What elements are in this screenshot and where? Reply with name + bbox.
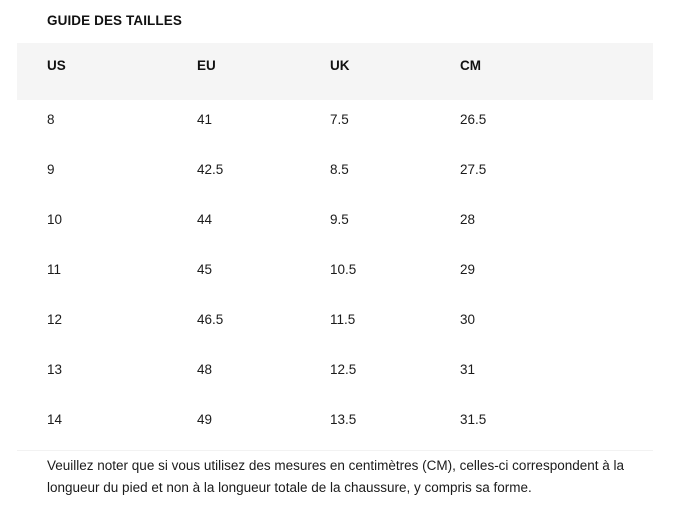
size-cell-uk: 11.5: [330, 312, 356, 327]
size-cell-uk: 9.5: [330, 212, 349, 227]
size-cell-cm: 29: [460, 262, 476, 277]
size-cell-us: 10: [47, 212, 63, 227]
table-row: 14 49 13.5 31.5: [17, 400, 653, 450]
size-guide-title: GUIDE DES TAILLES: [47, 13, 182, 28]
size-cell-eu: 41: [197, 112, 213, 127]
cm-note: Veuillez noter que si vous utilisez des …: [47, 457, 625, 495]
size-cell-uk: 7.5: [330, 112, 349, 127]
size-cell-us: 8: [47, 112, 55, 127]
size-cell-cm: 31.5: [460, 412, 487, 427]
size-cell-uk: 13.5: [330, 412, 357, 427]
size-cell-us: 14: [47, 412, 63, 427]
size-cell-eu: 42.5: [197, 162, 224, 177]
size-cell-cm: 26.5: [460, 112, 487, 127]
size-cell-cm: 28: [460, 212, 476, 227]
size-cell-cm: 31: [460, 362, 476, 377]
size-cell-uk: 10.5: [330, 262, 357, 277]
size-cell-eu: 46.5: [197, 312, 224, 327]
table-row: 11 45 10.5 29: [17, 250, 653, 300]
size-cell-eu: 44: [197, 212, 213, 227]
size-cell-us: 13: [47, 362, 63, 377]
size-cell-us: 9: [47, 162, 55, 177]
column-header-cm: CM: [430, 43, 653, 100]
size-cell-uk: 8.5: [330, 162, 349, 177]
size-cell-eu: 45: [197, 262, 213, 277]
table-row: 12 46.5 11.5 30: [17, 300, 653, 350]
table-row: 13 48 12.5 31: [17, 350, 653, 400]
column-header-us: US: [17, 43, 167, 100]
size-cell-eu: 48: [197, 362, 213, 377]
size-table: US EU UK CM 8 41 7.5 26.5 9 42.5 8.5 27.…: [17, 43, 653, 451]
table-row: 9 42.5 8.5 27.5: [17, 150, 653, 200]
size-cell-cm: 27.5: [460, 162, 487, 177]
column-header-eu: EU: [167, 43, 300, 100]
size-cell-us: 12: [47, 312, 63, 327]
size-cell-cm: 30: [460, 312, 476, 327]
size-cell-uk: 12.5: [330, 362, 357, 377]
size-table-header-row: US EU UK CM: [17, 43, 653, 100]
table-row: 10 44 9.5 28: [17, 200, 653, 250]
size-cell-us: 11: [47, 262, 62, 277]
size-cell-eu: 49: [197, 412, 213, 427]
table-row: 8 41 7.5 26.5: [17, 100, 653, 150]
column-header-uk: UK: [300, 43, 430, 100]
